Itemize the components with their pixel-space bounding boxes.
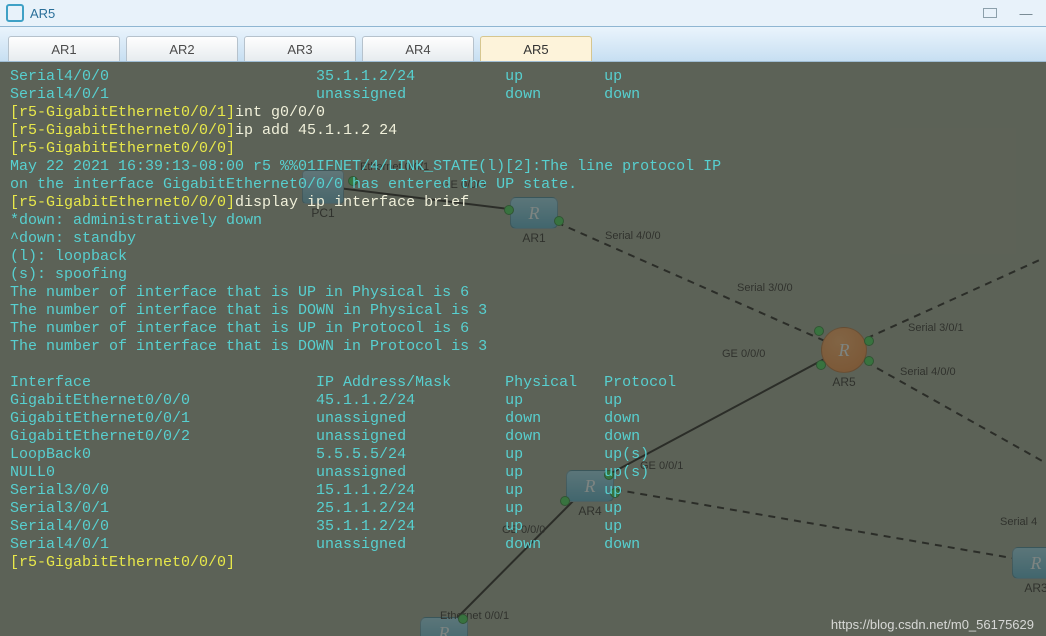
main-area: PC1RAR1RAR4RAR5RAR3REthernet 0/0/1GE 0/0…	[0, 62, 1046, 636]
tab-ar1[interactable]: AR1	[8, 36, 120, 61]
titlebar: AR5 —	[0, 0, 1046, 27]
tab-ar5[interactable]: AR5	[480, 36, 592, 61]
app-icon	[6, 4, 24, 22]
window-buttons: —	[976, 4, 1040, 22]
tab-ar2[interactable]: AR2	[126, 36, 238, 61]
watermark: https://blog.csdn.net/m0_56175629	[831, 617, 1034, 632]
tab-ar4[interactable]: AR4	[362, 36, 474, 61]
terminal-output[interactable]: Serial4/0/0 35.1.1.2/24 up up Serial4/0/…	[0, 62, 1046, 636]
minimize-button[interactable]: —	[1012, 4, 1040, 22]
tab-strip: AR1AR2AR3AR4AR5	[0, 27, 1046, 62]
restore-button[interactable]	[976, 4, 1004, 22]
tab-ar3[interactable]: AR3	[244, 36, 356, 61]
window-title: AR5	[30, 6, 976, 21]
